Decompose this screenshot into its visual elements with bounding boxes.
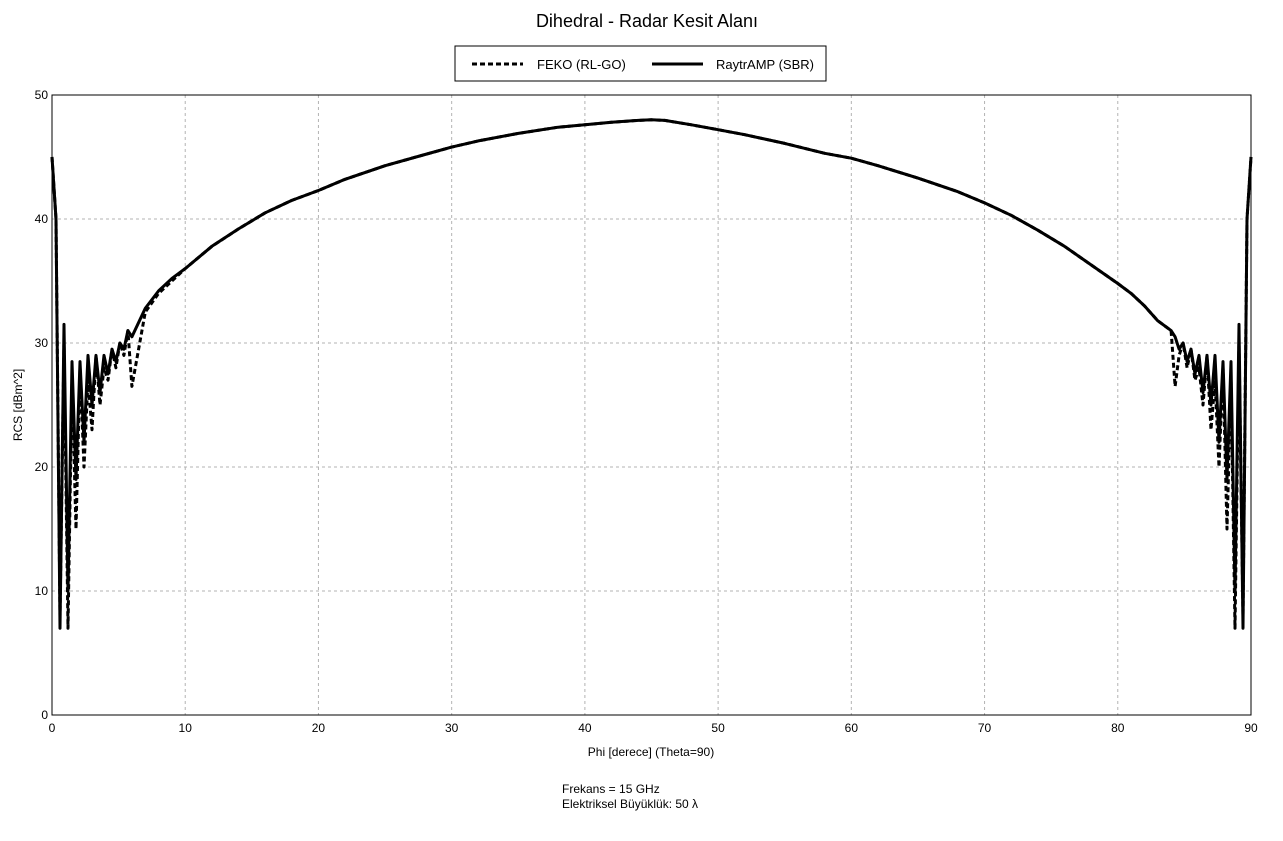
chart-title: Dihedral - Radar Kesit Alanı — [536, 11, 758, 31]
x-tick-label: 70 — [978, 721, 992, 735]
series-line-feko — [50, 118, 1253, 630]
legend-label-feko: FEKO (RL-GO) — [537, 57, 626, 72]
x-tick-label: 30 — [445, 721, 459, 735]
tick-labels: 0 10 20 30 40 50 60 70 80 90 0 10 20 30 40 50 — [35, 88, 1258, 735]
legend-label-raytramp: RaytrAMP (SBR) — [716, 57, 814, 72]
y-tick-label: 50 — [35, 88, 49, 102]
plot-frame — [51, 94, 1252, 716]
x-tick-label: 0 — [49, 721, 56, 735]
x-tick-label: 90 — [1244, 721, 1258, 735]
x-tick-label: 80 — [1111, 721, 1125, 735]
y-tick-label: 10 — [35, 584, 49, 598]
electrical-size-note: Elektriksel Büyüklük: 50 λ — [562, 797, 699, 811]
y-axis-label: RCS [dBm^2] — [11, 369, 25, 441]
y-tick-label: 0 — [41, 708, 48, 722]
x-tick-label: 50 — [711, 721, 725, 735]
y-tick-label: 20 — [35, 460, 49, 474]
x-tick-label: 60 — [845, 721, 859, 735]
frequency-note: Frekans = 15 GHz — [562, 782, 660, 796]
grid — [52, 95, 1251, 715]
y-tick-label: 40 — [35, 212, 49, 226]
x-tick-label: 40 — [578, 721, 592, 735]
x-axis-label: Phi [derece] (Theta=90) — [588, 745, 714, 759]
y-tick-label: 30 — [35, 336, 49, 350]
series-layer — [50, 118, 1253, 630]
legend: FEKO (RL-GO) RaytrAMP (SBR) — [454, 45, 827, 82]
footnote: Frekans = 15 GHz Elektriksel Büyüklük: 5… — [562, 782, 698, 812]
x-tick-label: 10 — [179, 721, 193, 735]
series-line-raytramp — [50, 118, 1253, 630]
x-tick-label: 20 — [312, 721, 326, 735]
